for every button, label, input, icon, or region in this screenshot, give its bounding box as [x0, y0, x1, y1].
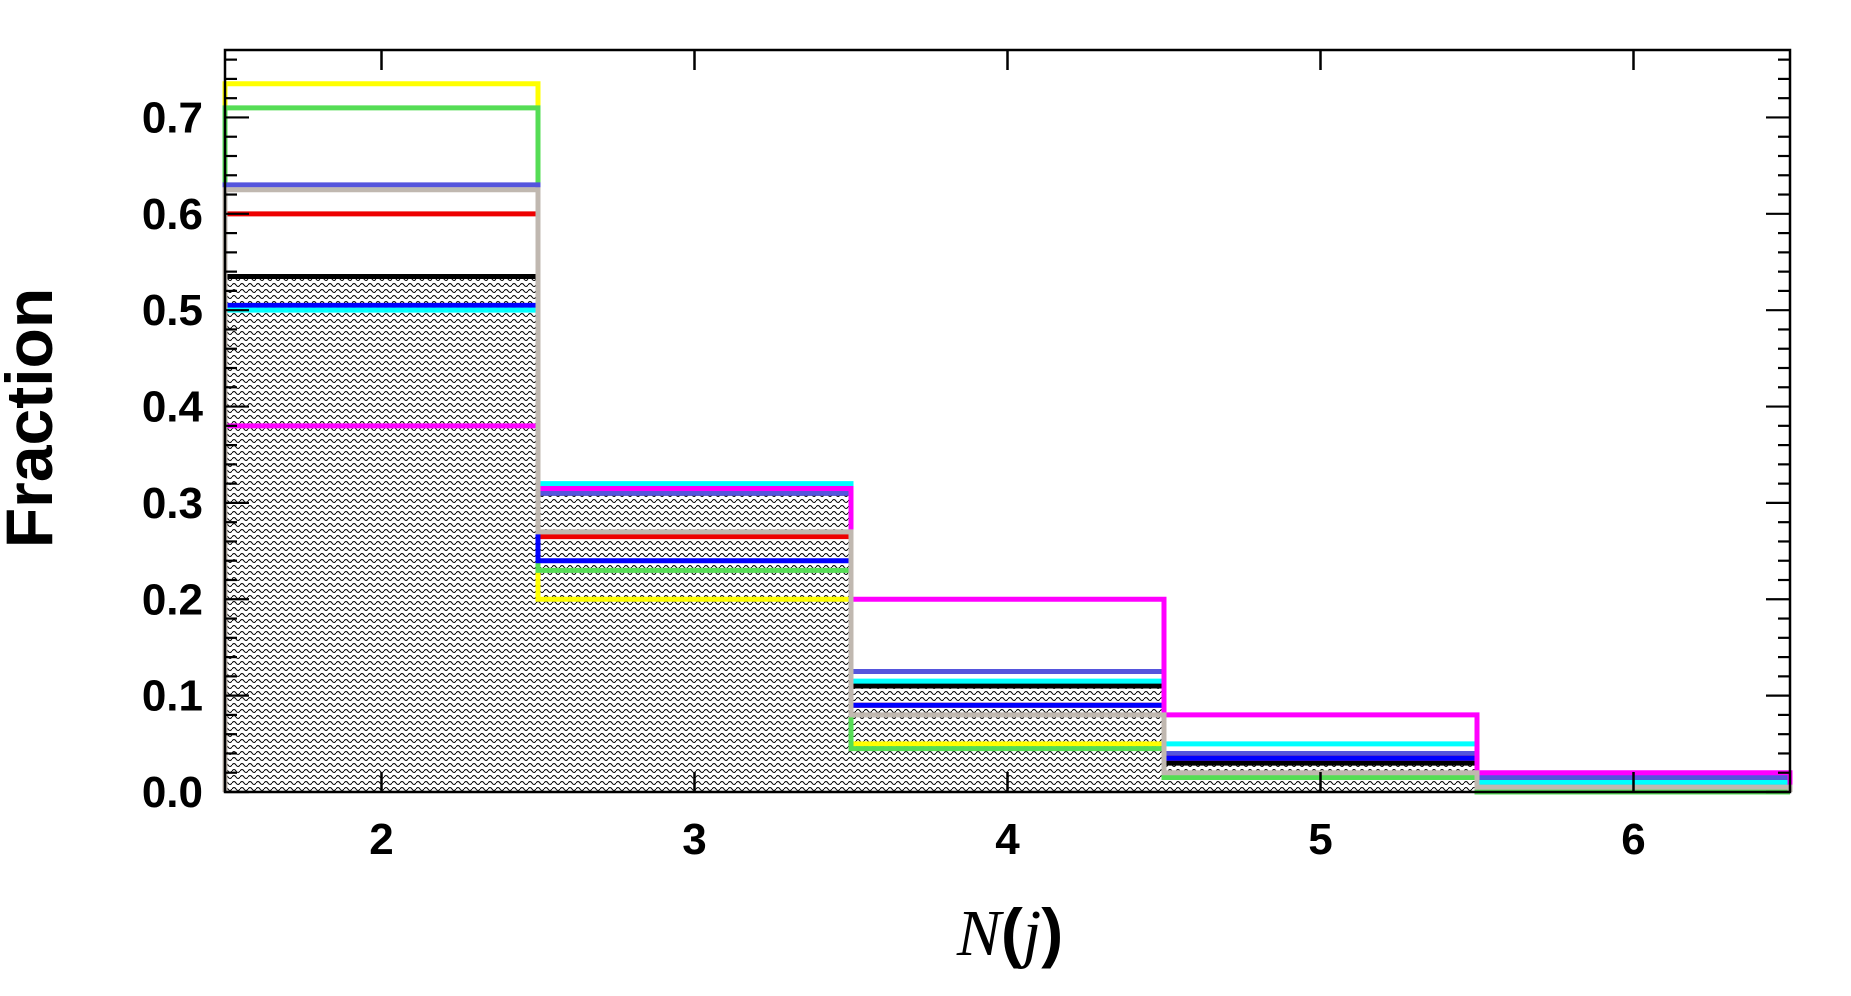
plot-area: [222, 81, 1793, 795]
axes: 2 3 4 5 6 0.0 0.1 0.2 0.3 0.4 0.5 0.6 0.7: [142, 48, 1792, 864]
x-tick-label: 2: [369, 815, 393, 864]
x-axis-label: N(j): [956, 895, 1063, 970]
y-tick-label: 0.5: [142, 286, 203, 335]
x-axis-label-close: ): [1041, 895, 1063, 969]
x-axis-label-open: (: [1001, 895, 1023, 969]
y-tick-label: 0.7: [142, 93, 203, 142]
step-series-3: [222, 182, 1793, 792]
y-tick-label: 0.6: [142, 190, 203, 239]
y-tick-label: 0.3: [142, 479, 203, 528]
x-tick-label: 4: [995, 815, 1020, 864]
hatched-bar-3: [538, 493, 851, 792]
y-tick-label: 0.4: [142, 383, 204, 432]
y-tick-label: 0.2: [142, 575, 203, 624]
step-series-6: [222, 307, 1793, 792]
y-tick-label: 0.0: [142, 768, 203, 817]
x-axis-label-var: N: [956, 897, 1005, 970]
x-tick-label: 5: [1308, 815, 1332, 864]
y-axis-label: Fraction: [0, 288, 66, 548]
y-tick-label: 0.1: [142, 672, 203, 721]
x-tick-label: 6: [1621, 815, 1645, 864]
x-tick-label: 3: [682, 815, 706, 864]
step-series-8: [222, 187, 1793, 792]
hatched-bar-2: [225, 276, 538, 792]
step-series-7: [222, 423, 1793, 792]
